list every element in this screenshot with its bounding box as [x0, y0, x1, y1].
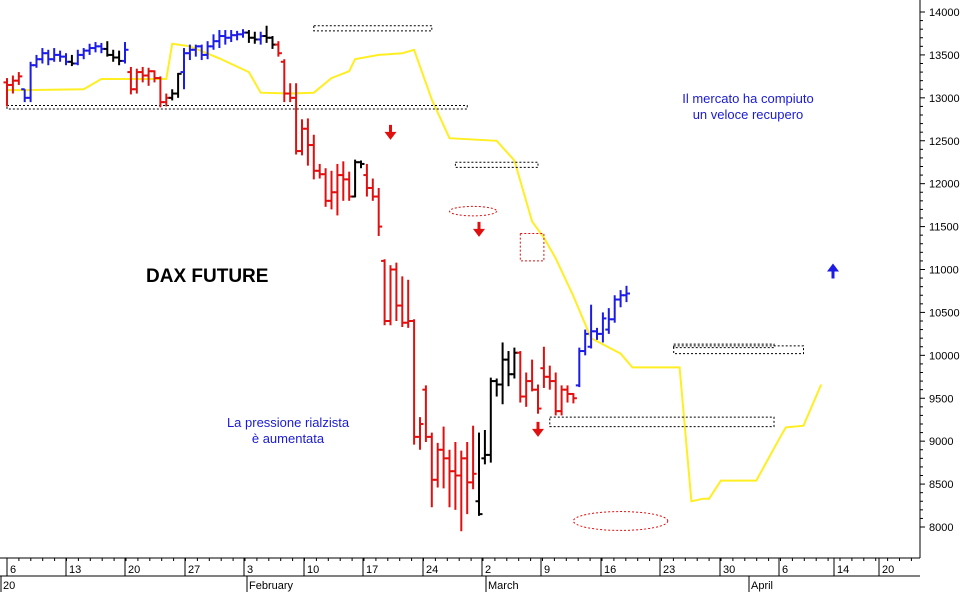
- support-zone-0: [6, 105, 468, 110]
- x-tick-label: 6: [782, 564, 788, 576]
- ohlc-bar: [357, 160, 365, 169]
- highlight-ellipse-1: [572, 511, 669, 531]
- highlight-ellipse-0: [449, 205, 498, 217]
- x-month-label: March: [488, 580, 519, 592]
- ohlc-bar: [534, 384, 542, 414]
- annotation-recovery-line-2: un veloce recupero: [692, 107, 804, 122]
- annotation-pressure-line-1: La pressione rialzista: [226, 415, 350, 430]
- highlight-box-0: [519, 232, 545, 262]
- arrow-head: [532, 428, 544, 437]
- y-tick-label: 13000: [929, 93, 960, 105]
- x-tick-label: 10: [307, 564, 319, 576]
- x-month-label: February: [249, 580, 294, 592]
- x-tick-label: 20: [128, 564, 140, 576]
- x-tick-label: 17: [366, 564, 378, 576]
- y-tick-label: 9000: [929, 436, 953, 448]
- annotation-recovery: Il mercato ha compiuto un veloce recuper…: [658, 91, 838, 123]
- y-tick-label: 12000: [929, 179, 960, 191]
- ohlc-bar: [469, 425, 477, 490]
- arrow-head: [384, 131, 397, 140]
- signal-arrow-down-icon: [532, 421, 544, 437]
- support-zone-2: [454, 161, 539, 168]
- ohlc-bar: [475, 432, 483, 516]
- y-tick-label: 10000: [929, 350, 960, 362]
- x-month-label: 20: [3, 580, 15, 592]
- support-zone-3: [673, 345, 805, 355]
- x-tick-label: 13: [69, 564, 81, 576]
- moving-average-line: [7, 42, 823, 503]
- support-zone-1: [313, 25, 433, 32]
- y-tick-label: 12500: [929, 136, 960, 148]
- x-tick-label: 14: [837, 564, 849, 576]
- y-tick-label: 11500: [929, 222, 959, 234]
- y-tick-label: 13500: [929, 50, 960, 62]
- arrow-head: [827, 263, 839, 272]
- annotation-pressure: La pressione rialzista è aumentata: [198, 415, 378, 447]
- chart-title: DAX FUTURE: [146, 266, 269, 287]
- x-tick-label: 6: [10, 564, 16, 576]
- ohlc-bar: [623, 285, 630, 303]
- x-tick-label: 30: [723, 564, 735, 576]
- ohlc-bars: [3, 25, 630, 532]
- support-zone-4: [673, 343, 775, 349]
- y-tick-label: 11000: [929, 265, 959, 277]
- annotation-recovery-line-1: Il mercato ha compiuto: [682, 91, 814, 106]
- ohlc-bar: [375, 187, 383, 237]
- x-tick-label: 23: [663, 564, 675, 576]
- x-tick-label: 24: [426, 564, 438, 576]
- zones-layer: [6, 25, 805, 531]
- y-tick-label: 10500: [929, 307, 960, 319]
- x-tick-label: 16: [604, 564, 616, 576]
- ohlc-bar: [581, 329, 589, 356]
- arrow-head: [473, 228, 485, 237]
- y-tick-label: 8000: [929, 522, 953, 534]
- x-tick-label: 9: [544, 564, 550, 576]
- y-tick-label: 9500: [929, 393, 953, 405]
- x-month-label: April: [751, 580, 773, 592]
- x-tick-label: 20: [882, 564, 894, 576]
- ohlc-bar: [569, 392, 577, 404]
- ohlc-bar: [599, 312, 607, 343]
- annotation-pressure-line-2: è aumentata: [251, 431, 325, 446]
- x-tick-label: 3: [247, 564, 253, 576]
- y-tick-label: 14000: [929, 7, 960, 19]
- signal-arrow-down-icon: [473, 221, 485, 237]
- support-zone-5: [549, 416, 775, 428]
- x-tick-label: 27: [188, 564, 200, 576]
- ohlc-bar: [416, 417, 424, 450]
- ohlc-bar: [121, 42, 129, 64]
- x-tick-label: 2: [485, 564, 491, 576]
- signal-arrow-up-icon: [827, 263, 839, 279]
- ohlc-bar: [274, 41, 282, 57]
- ohlc-bar: [174, 72, 182, 98]
- signal-arrows: [384, 124, 839, 437]
- ohlc-bar: [15, 72, 23, 85]
- y-tick-label: 8500: [929, 479, 953, 491]
- moving-average-layer: [7, 42, 823, 503]
- signal-arrow-down-icon: [384, 124, 397, 140]
